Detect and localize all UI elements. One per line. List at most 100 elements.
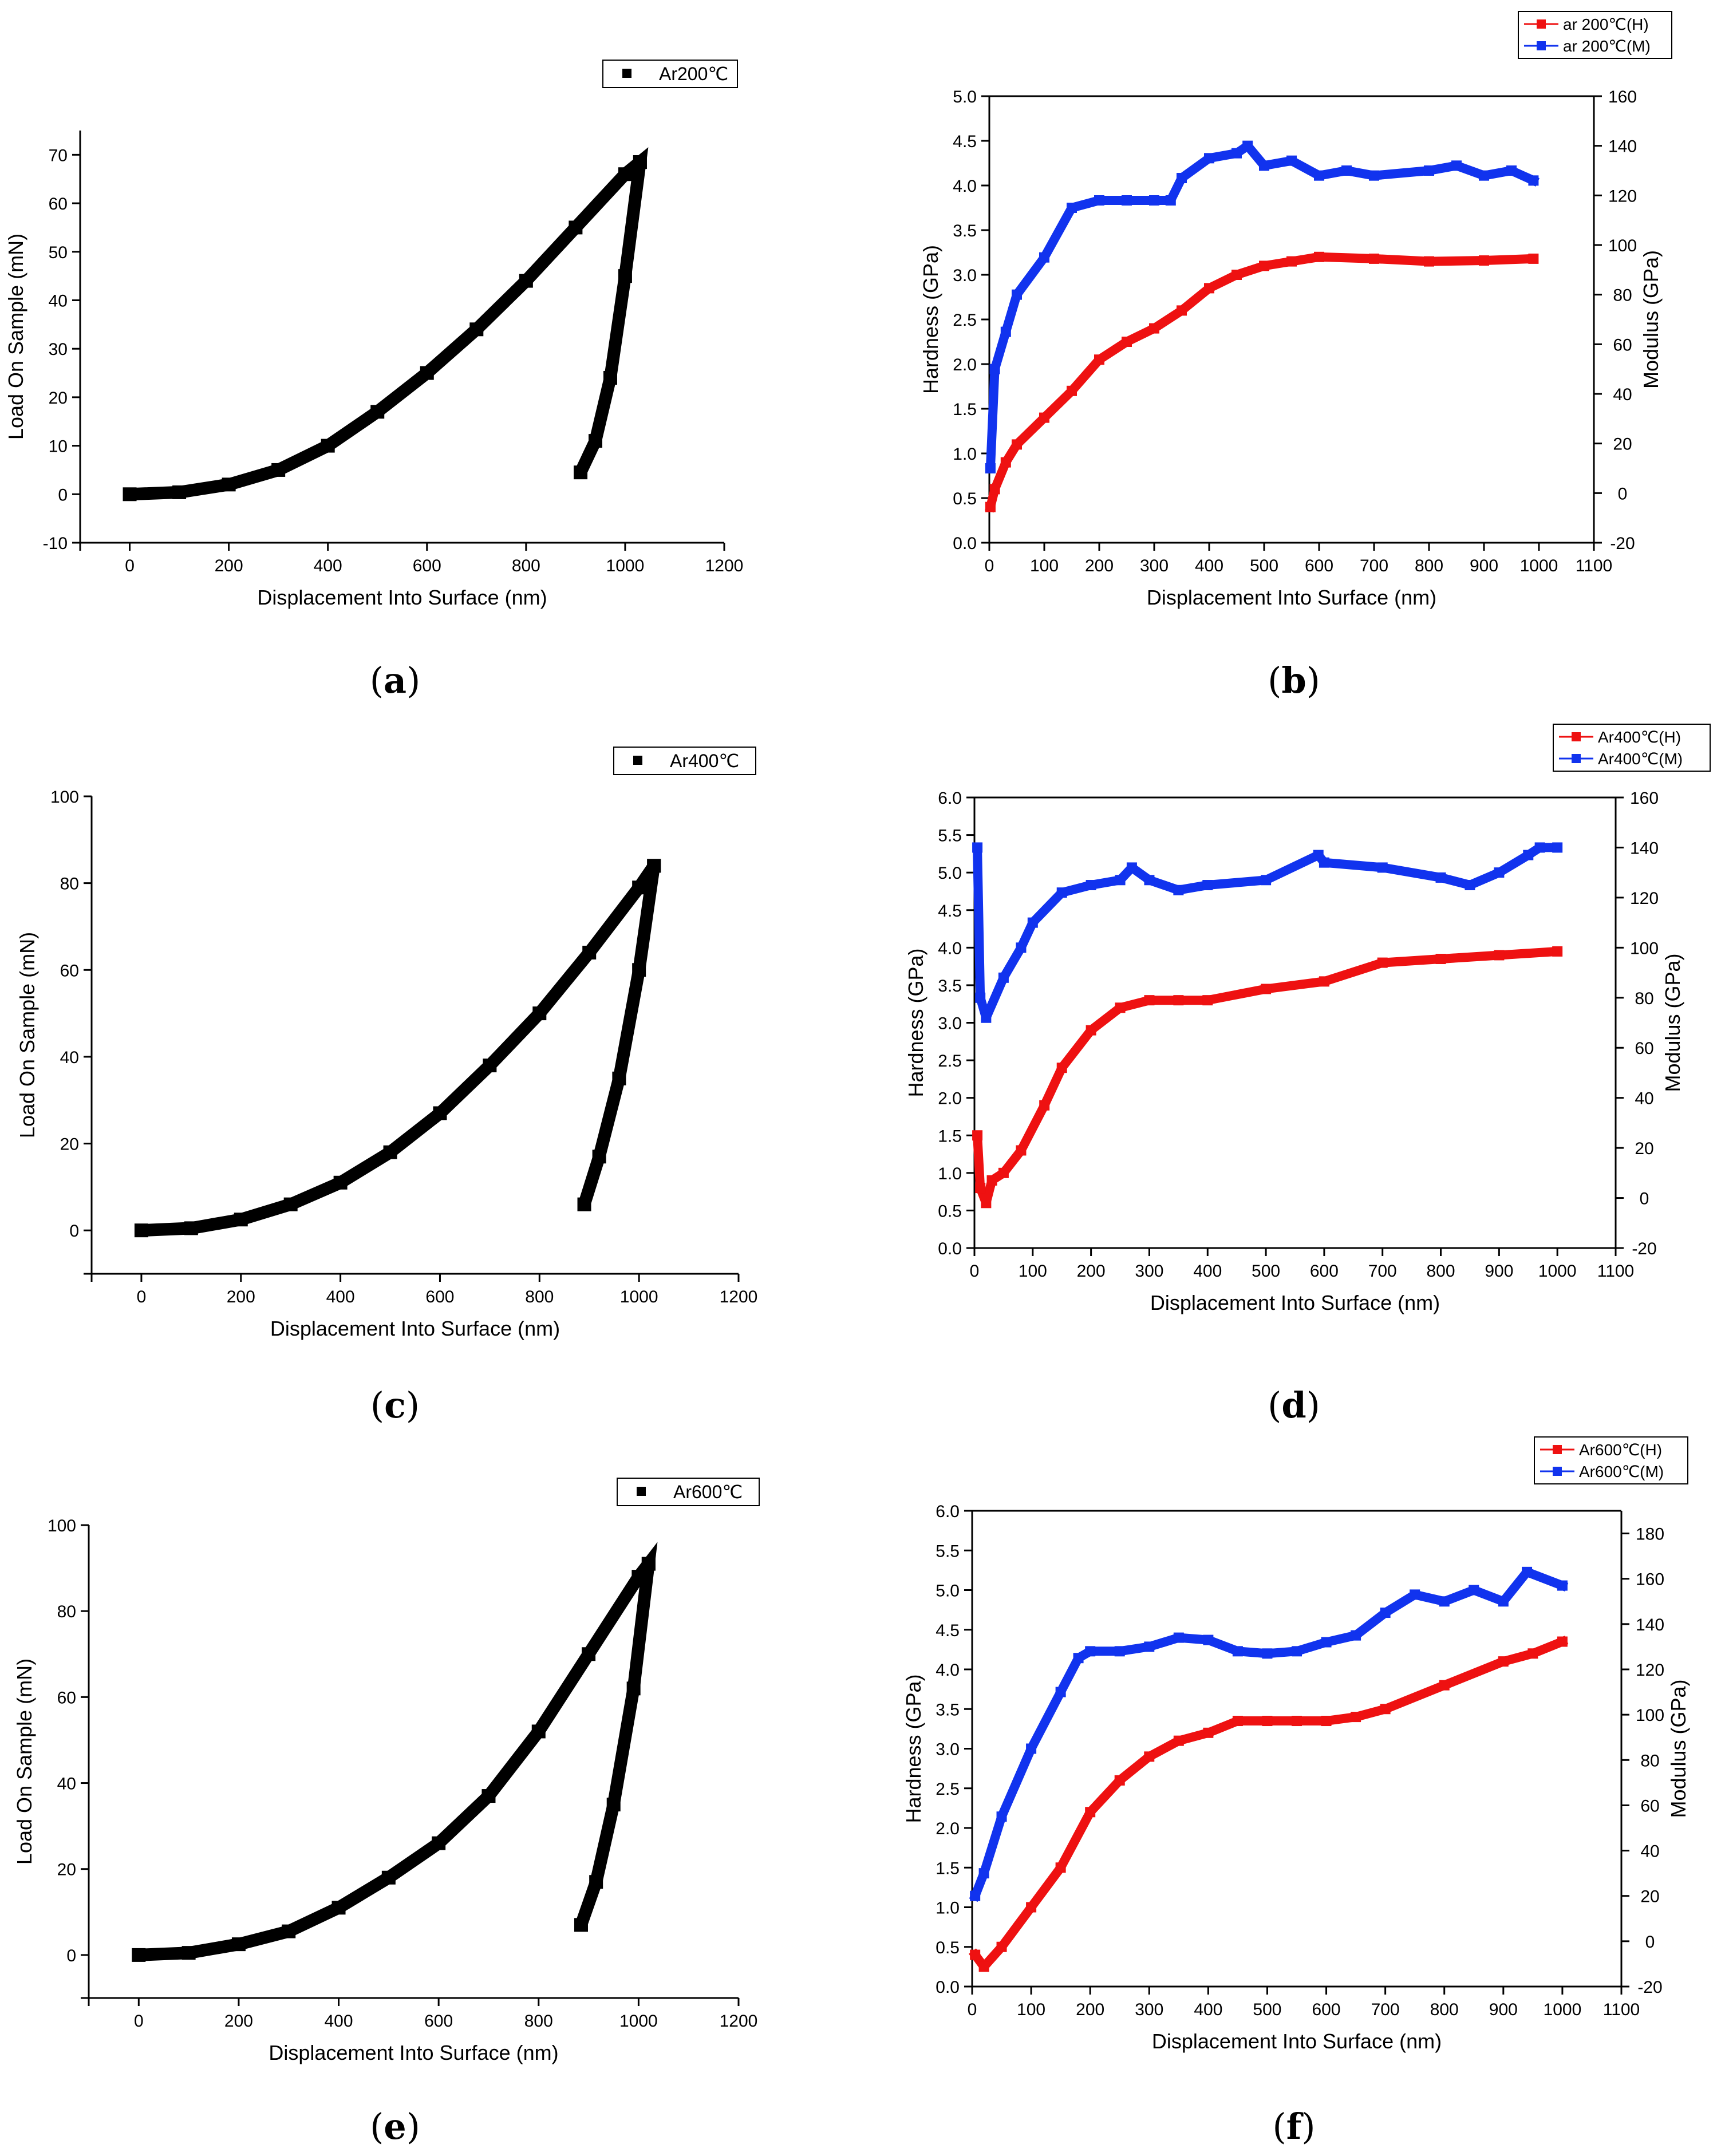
x-tick-label: 900 <box>1485 1262 1513 1281</box>
data-point <box>1012 439 1022 450</box>
legend-marker <box>637 1487 646 1496</box>
data-point <box>1465 880 1475 891</box>
x-tick-label: 700 <box>1368 1262 1397 1281</box>
legend-box <box>1534 1436 1688 1484</box>
x-tick-label: 1200 <box>720 1288 758 1306</box>
chart-d: 0 100 200 300 400 500 600 700 800 900 1000 11000.00… <box>904 724 1711 1314</box>
x-tick-label: 400 <box>325 2012 353 2031</box>
y-tick-label: 30 <box>49 340 68 359</box>
x-tick-label: 1100 <box>1597 1262 1635 1281</box>
y-tick-label: 1.5 <box>953 400 977 419</box>
data-point <box>647 859 661 873</box>
y-tick-label: 4.0 <box>936 1661 960 1680</box>
data-point <box>381 1870 396 1885</box>
data-point <box>1149 195 1159 206</box>
data-point <box>282 1924 296 1938</box>
y2-tick-label: 80 <box>1613 286 1632 305</box>
y-tick-label: 4.5 <box>938 902 962 921</box>
x-tick-label: 1200 <box>720 2012 758 2031</box>
data-point <box>1085 1646 1096 1657</box>
y-tick-label: 60 <box>60 961 79 980</box>
y2-tick-label: 120 <box>1608 187 1637 206</box>
x-tick-label: 700 <box>1360 556 1388 575</box>
x-tick-label: 400 <box>1193 1262 1222 1281</box>
legend-marker <box>1553 1467 1562 1476</box>
data-point <box>1055 1862 1066 1873</box>
data-point <box>606 1798 621 1812</box>
data-point <box>569 220 583 235</box>
x-tick-label: 1000 <box>620 1288 658 1306</box>
y-tick-label: 1.0 <box>936 1899 960 1918</box>
y-axis-label: Hardness (GPa) <box>904 948 927 1097</box>
series-line <box>985 141 1540 473</box>
y-tick-label: 2.5 <box>936 1780 960 1799</box>
x-tick-label: 400 <box>1194 2000 1222 2019</box>
data-point <box>1552 946 1563 957</box>
data-point <box>1259 260 1269 271</box>
y-tick-label: 4.0 <box>938 939 962 958</box>
legend-marker <box>1553 1445 1562 1454</box>
data-point <box>1534 842 1545 853</box>
data-point <box>181 1946 196 1960</box>
data-point <box>1039 252 1049 263</box>
data-point <box>1435 872 1446 883</box>
x-tick-label: 200 <box>1085 556 1114 575</box>
x-tick-label: 1000 <box>606 556 645 575</box>
data-point <box>972 1130 983 1141</box>
legend-label: ar 200℃(M) <box>1563 37 1651 55</box>
data-point <box>469 322 484 337</box>
data-point <box>432 1836 446 1850</box>
data-point <box>1056 1063 1067 1073</box>
x-tick-label: 800 <box>1427 1262 1455 1281</box>
data-point <box>1122 195 1132 206</box>
data-point <box>1055 1687 1066 1697</box>
data-point <box>1027 917 1038 928</box>
data-point <box>1494 950 1505 961</box>
y-tick-label: 3.5 <box>936 1700 960 1719</box>
data-point <box>1506 165 1517 176</box>
legend: Ar200℃ <box>602 60 738 88</box>
x-tick-label: 300 <box>1135 1262 1163 1281</box>
data-point <box>532 1006 547 1021</box>
data-point <box>626 1681 641 1696</box>
x-tick-label: 1000 <box>1538 1262 1577 1281</box>
data-point <box>1232 1646 1243 1657</box>
x-tick-label: 500 <box>1250 556 1278 575</box>
data-point <box>618 167 632 181</box>
data-point <box>1319 857 1329 868</box>
data-point <box>1165 195 1176 206</box>
series-line <box>138 1542 658 1961</box>
x-tick-label: 400 <box>1195 556 1223 575</box>
legend-label: Ar400℃(M) <box>1598 750 1683 768</box>
data-point <box>1528 253 1539 264</box>
data-point <box>589 1875 603 1889</box>
x-tick-label: 1100 <box>1603 2000 1640 2019</box>
y-tick-label: 5.0 <box>953 88 977 106</box>
x-tick-label: 600 <box>1312 2000 1341 2019</box>
series-line <box>969 1567 1569 1902</box>
y-tick-label: -10 <box>43 534 68 553</box>
data-point <box>1469 1585 1479 1596</box>
data-point <box>1177 173 1187 183</box>
data-point <box>1203 1727 1214 1738</box>
legend-label: Ar200℃ <box>659 64 728 84</box>
x-tick-label: 900 <box>1470 556 1498 575</box>
y-tick-label: 100 <box>48 1517 76 1535</box>
data-point <box>1424 256 1434 267</box>
y-tick-label: 40 <box>57 1775 76 1794</box>
y-tick-label: 0 <box>69 1222 79 1241</box>
data-point <box>574 465 588 480</box>
data-point <box>1351 1630 1361 1641</box>
data-point <box>1173 884 1184 895</box>
y-tick-label: 5.0 <box>936 1582 960 1601</box>
data-point <box>1177 305 1187 316</box>
y2-tick-label: 140 <box>1608 137 1637 156</box>
y-axis-label: Hardness (GPa) <box>919 245 942 394</box>
y2-tick-label: 20 <box>1635 1139 1653 1158</box>
y-tick-label: 5.0 <box>938 864 962 883</box>
data-point <box>1126 862 1137 873</box>
y-tick-label: 1.5 <box>936 1859 960 1878</box>
data-point <box>1523 850 1534 860</box>
y-tick-label: 2.5 <box>938 1052 962 1071</box>
